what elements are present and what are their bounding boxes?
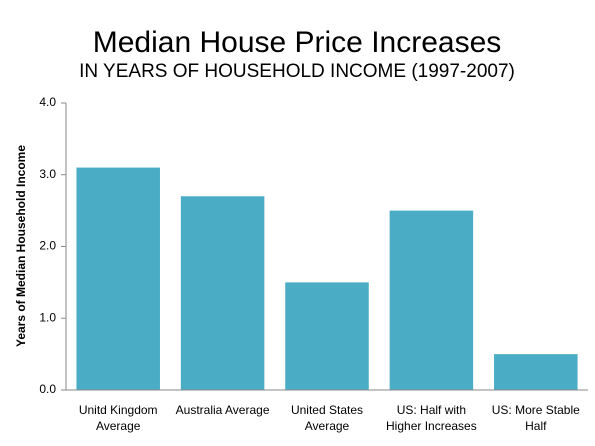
bar [285, 282, 369, 390]
chart-title: Median House Price Increases [93, 26, 502, 59]
y-tick-label: 0.0 [39, 382, 56, 396]
y-axis-label: Years of Median Household Income [14, 145, 28, 347]
bar [494, 354, 578, 390]
y-tick-label: 3.0 [39, 167, 56, 181]
y-tick-label: 1.0 [39, 310, 56, 324]
x-tick-label: US: More Stable Half [491, 403, 580, 433]
x-tick-label: US: Half with Higher Increases [386, 403, 477, 433]
bar [76, 167, 160, 390]
x-tick-label: Unitd Kingdom Average [78, 403, 158, 433]
x-tick-label: United States Average [290, 403, 364, 433]
chart-subtitle: IN YEARS OF HOUSEHOLD INCOME (1997-2007) [79, 61, 515, 82]
x-tick-label: Australia Average [175, 403, 270, 417]
bar [389, 210, 474, 390]
bar [180, 196, 265, 390]
y-tick-label: 4.0 [39, 95, 56, 109]
y-tick-label: 2.0 [39, 239, 56, 253]
